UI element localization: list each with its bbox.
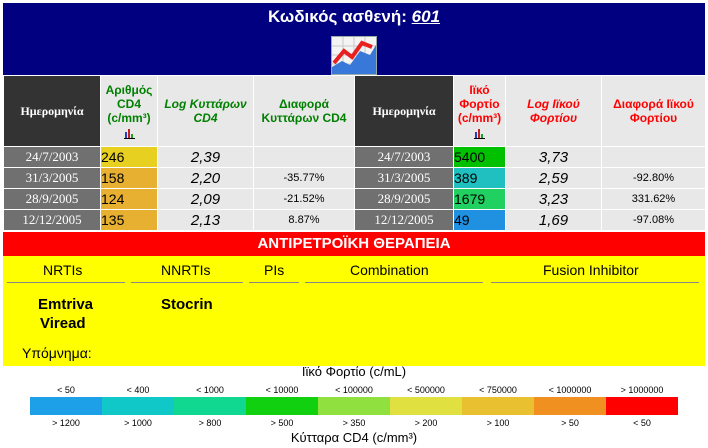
cd4-threshold-label: > 50 — [561, 418, 579, 428]
combination-header: Combination — [350, 262, 429, 278]
cd4-threshold-label: > 200 — [414, 418, 438, 428]
pis-header: PIs — [264, 262, 285, 278]
divider — [305, 282, 483, 283]
date-cell: 28/9/2005 — [3, 188, 101, 210]
divider — [491, 282, 699, 283]
vl-date-header: Ημερομηνία — [354, 75, 454, 147]
viral-load-threshold-label: < 1000000 — [548, 385, 592, 395]
scale-swatch — [102, 397, 174, 415]
scale-swatch — [174, 397, 246, 415]
divider — [249, 282, 299, 283]
cd4-count-cell: 135 — [100, 209, 158, 231]
cd4-threshold-label: > 500 — [270, 418, 294, 428]
vl-diff-header: Διαφορά Ιϊκού Φορτίου — [601, 75, 706, 147]
cd4-diff-cell: -35.77% — [253, 167, 355, 189]
cd4-diff-cell: -21.52% — [253, 188, 355, 210]
cd4-threshold-label: > 800 — [198, 418, 222, 428]
viral-load-cell: 1679 — [453, 188, 506, 210]
date-cell: 31/3/2005 — [3, 167, 101, 189]
cd4-threshold-label: > 1200 — [52, 418, 80, 428]
cd4-log-cell: 2,39 — [157, 146, 254, 168]
fusion-inhibitor-header: Fusion Inhibitor — [543, 262, 639, 278]
nrtis-header: NRTIs — [43, 262, 83, 278]
nnrti-drug: Stocrin — [161, 296, 213, 313]
patient-title: Κωδικός ασθενή: 601 — [3, 7, 705, 27]
table-row: 24/7/2003 246 2,39 24/7/2003 5400 3,73 — [3, 146, 706, 168]
cd4-log-cell: 2,09 — [157, 188, 254, 210]
vl-diff-cell: -97.08% — [601, 209, 706, 231]
viral-load-threshold-label: < 1000 — [196, 385, 224, 395]
vl-diff-cell: 331.62% — [601, 188, 706, 210]
bar-chart-icon[interactable] — [474, 128, 485, 139]
color-scale-bar — [30, 397, 678, 415]
date-cell: 12/12/2005 — [3, 209, 101, 231]
vl-diff-cell — [601, 146, 706, 168]
cd4-legend-title: Κύτταρα CD4 (c/mm³) — [290, 430, 418, 445]
viral-load-threshold-label: < 10000 — [265, 385, 299, 395]
nrti-drug: Viread — [40, 315, 86, 332]
cd4-count-cell: 158 — [100, 167, 158, 189]
legend-title: Υπόμνημα: — [22, 345, 92, 361]
cd4-threshold-label: > 350 — [342, 418, 366, 428]
scale-swatch — [246, 397, 318, 415]
chart-icon[interactable] — [331, 36, 377, 75]
therapy-title: ΑΝΤΙΡΕΤΡΟΪΚΗ ΘΕΡΑΠΕΙΑ — [3, 232, 705, 256]
scale-swatch — [606, 397, 678, 415]
viral-load-cell: 5400 — [453, 146, 506, 168]
cd4-threshold-label: > 1000 — [124, 418, 152, 428]
vl-load-header: Ιϊκό Φορτίο (c/mm³) — [453, 75, 506, 147]
viral-load-threshold-label: > 1000000 — [620, 385, 664, 395]
cd4-threshold-label: > 100 — [486, 418, 510, 428]
therapy-panel: NRTIs NNRTIs PIs Combination Fusion Inhi… — [3, 256, 705, 366]
viral-load-threshold-label: < 100000 — [335, 385, 373, 395]
cd4-log-header: Log Κυττάρων CD4 — [157, 75, 254, 147]
cd4-count-header: Αριθμός CD4 (c/mm³) — [100, 75, 158, 147]
scale-swatch — [534, 397, 606, 415]
cd4-viral-load-table: Ημερομηνία Αριθμός CD4 (c/mm³) Log Κυττά… — [3, 75, 706, 231]
patient-code-link[interactable]: 601 — [411, 7, 441, 26]
nrti-drug: Emtriva — [38, 296, 94, 313]
scale-swatch — [318, 397, 390, 415]
table-row: 31/3/2005 158 2,20 -35.77% 31/3/2005 389 2,59-… — [3, 167, 706, 189]
vl-diff-cell: -92.80% — [601, 167, 706, 189]
vl-date-cell: 28/9/2005 — [354, 188, 454, 210]
vl-date-cell: 12/12/2005 — [354, 209, 454, 231]
cd4-diff-cell: 8.87% — [253, 209, 355, 231]
cd4-log-cell: 2,13 — [157, 209, 254, 231]
viral-load-cell: 49 — [453, 209, 506, 231]
vl-log-cell: 3,73 — [505, 146, 602, 168]
vl-log-cell: 2,59 — [505, 167, 602, 189]
cd4-log-cell: 2,20 — [157, 167, 254, 189]
nnrtis-header: NNRTIs — [161, 262, 211, 278]
table-row: 28/9/2005 124 2,09 -21.52% 28/9/2005 1679 3,23… — [3, 188, 706, 210]
viral-load-legend-title: Ιϊκό Φορτίο (c/mL) — [301, 364, 407, 379]
cd4-diff-cell — [253, 146, 355, 168]
vl-date-cell: 31/3/2005 — [354, 167, 454, 189]
viral-load-cell: 389 — [453, 167, 506, 189]
cd4-count-cell: 124 — [100, 188, 158, 210]
viral-load-threshold-label: < 500000 — [407, 385, 445, 395]
scale-swatch — [30, 397, 102, 415]
vl-log-header: Log Ιϊκού Φορτίου — [505, 75, 602, 147]
scale-swatch — [390, 397, 462, 415]
cd4-diff-header: Διαφορά Κυττάρων CD4 — [253, 75, 355, 147]
table-row: 12/12/2005 135 2,13 8.87% 12/12/2005 49 1,69 -9… — [3, 209, 706, 231]
patient-header: Κωδικός ασθενή: 601 — [3, 3, 705, 75]
cd4-count-cell: 246 — [100, 146, 158, 168]
divider — [7, 282, 125, 283]
viral-load-threshold-label: < 50 — [57, 385, 75, 395]
divider — [131, 282, 243, 283]
scale-swatch — [462, 397, 534, 415]
date-cell: 24/7/2003 — [3, 146, 101, 168]
cd4-date-header: Ημερομηνία — [3, 75, 101, 147]
vl-log-cell: 3,23 — [505, 188, 602, 210]
viral-load-threshold-label: < 750000 — [479, 385, 517, 395]
viral-load-threshold-label: < 400 — [126, 385, 150, 395]
vl-log-cell: 1,69 — [505, 209, 602, 231]
bar-chart-icon[interactable] — [123, 128, 135, 139]
patient-title-label: Κωδικός ασθενή: — [267, 7, 407, 26]
cd4-threshold-label: < 50 — [633, 418, 651, 428]
vl-date-cell: 24/7/2003 — [354, 146, 454, 168]
